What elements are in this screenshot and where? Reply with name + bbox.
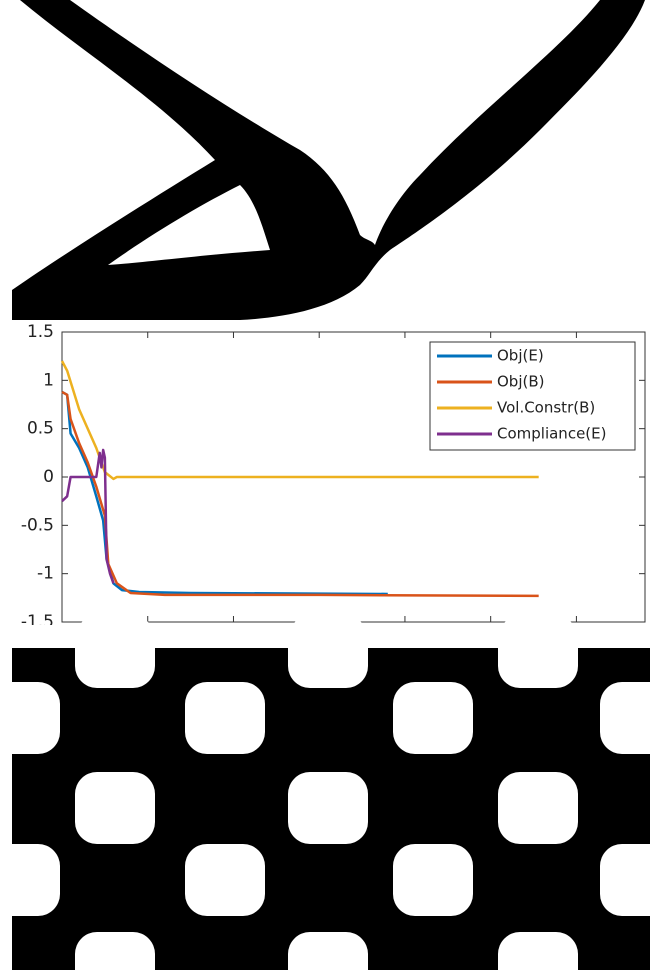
lattice-mask	[0, 970, 659, 974]
topology-structure	[12, 0, 645, 320]
y-tick-label: -1	[37, 564, 54, 584]
lattice-mask	[0, 625, 659, 648]
lattice-hole	[288, 932, 368, 974]
lattice-hole	[498, 772, 578, 844]
y-tick-label: 0.5	[27, 419, 54, 439]
lattice-hole	[75, 932, 155, 974]
lattice-hole	[393, 844, 473, 916]
legend: Obj(E) Obj(B) Vol.Constr(B) Compliance(E)	[430, 342, 635, 450]
lattice-hole	[393, 682, 473, 754]
lattice-hole	[288, 772, 368, 844]
structure-body	[12, 0, 645, 320]
lattice-hole	[498, 932, 578, 974]
y-tick-label: 1.5	[27, 322, 54, 342]
y-tick-label: 0	[43, 467, 54, 487]
lattice-mask	[650, 640, 659, 974]
y-tick-label: 1	[43, 370, 54, 390]
lattice-hole	[185, 682, 265, 754]
legend-label: Obj(B)	[497, 373, 545, 391]
legend-label: Obj(E)	[497, 347, 544, 365]
lattice-hole	[75, 772, 155, 844]
lattice-hole	[185, 844, 265, 916]
page: {"chart_data": {"type": "line", "xlim": …	[0, 0, 659, 974]
lattice-mask	[0, 640, 12, 974]
figure: 050100150200250300-1.5-1-0.500.511.5 Obj…	[0, 0, 659, 974]
legend-label: Vol.Constr(B)	[497, 399, 595, 417]
lattice-pattern	[0, 616, 659, 974]
y-tick-label: -0.5	[21, 515, 54, 535]
legend-label: Compliance(E)	[497, 425, 606, 443]
series-line	[62, 392, 388, 594]
